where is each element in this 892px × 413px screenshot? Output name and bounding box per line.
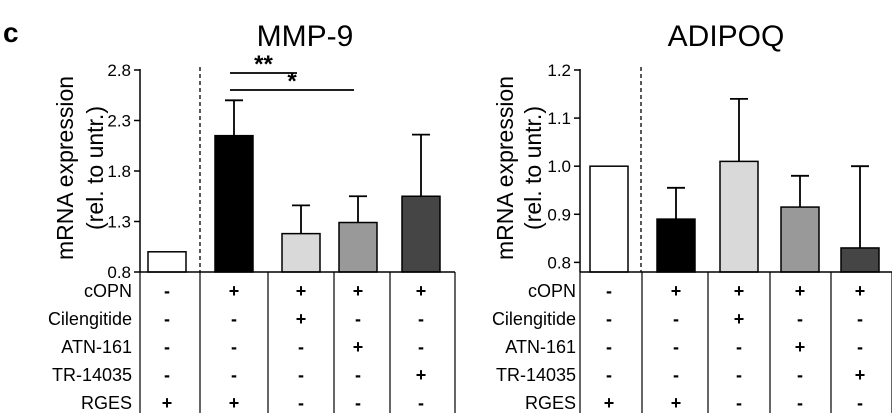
adipoq-y-tick-label: 0.9	[547, 205, 571, 224]
panel-label: c	[3, 17, 19, 48]
mmp9-condition-cell: +	[229, 393, 240, 413]
adipoq-bar	[656, 218, 696, 273]
mmp9-condition-cell: -	[231, 337, 237, 357]
adipoq-condition-cell: -	[857, 337, 863, 357]
adipoq-y-tick-label: 1.2	[547, 61, 571, 80]
chart-panel-adipoq: ADIPOQ mRNA expression (rel. to untr.) 0.8 0…	[492, 20, 892, 413]
mmp9-bar	[147, 251, 187, 273]
adipoq-condition-cell: -	[606, 309, 612, 329]
adipoq-condition-row-label: Cilengitide	[492, 309, 576, 329]
adipoq-condition-cell: -	[736, 393, 742, 413]
adipoq-y-axis-label-line2: (rel. to untr.)	[520, 106, 546, 230]
adipoq-condition-row-label: cOPN	[528, 281, 576, 301]
mmp9-condition-cell: -	[164, 337, 170, 357]
mmp9-condition-cell: -	[231, 309, 237, 329]
adipoq-condition-row-label: RGES	[525, 393, 576, 413]
adipoq-y-tick-label: 1.0	[547, 157, 571, 176]
mmp9-condition-row-label: TR-14035	[52, 365, 132, 385]
mmp9-bar	[214, 134, 254, 273]
mmp9-condition-row-label: RGES	[81, 393, 132, 413]
adipoq-bar	[589, 165, 629, 273]
adipoq-condition-cell: +	[795, 281, 806, 301]
chart-panel-mmp9: MMP-9 mRNA expression (rel. to untr.) 0.8 1.…	[48, 20, 456, 413]
mmp9-bar	[401, 195, 441, 273]
adipoq-condition-cell: +	[734, 309, 745, 329]
adipoq-condition-cell: -	[857, 309, 863, 329]
mmp9-condition-cell: +	[229, 281, 240, 301]
adipoq-condition-cell: -	[606, 281, 612, 301]
mmp9-condition-cell: +	[416, 365, 427, 385]
adipoq-condition-cell: +	[795, 337, 806, 357]
adipoq-bar	[780, 206, 820, 273]
mmp9-condition-row-label: Cilengitide	[48, 309, 132, 329]
mmp9-condition-cell: -	[164, 365, 170, 385]
mmp9-y-tick-label: 2.3	[107, 112, 131, 131]
mmp9-condition-cell: +	[353, 281, 364, 301]
mmp9-condition-cell: +	[296, 309, 307, 329]
mmp9-condition-cell: +	[416, 281, 427, 301]
adipoq-condition-cell: -	[797, 365, 803, 385]
adipoq-condition-cell: +	[671, 393, 682, 413]
mmp9-condition-cell: +	[353, 337, 364, 357]
adipoq-y-axis-label-line1: mRNA expression	[492, 76, 518, 260]
mmp9-bar	[281, 232, 321, 273]
mmp9-condition-cell: -	[355, 365, 361, 385]
mmp9-condition-cell: -	[355, 393, 361, 413]
adipoq-condition-cell: -	[736, 337, 742, 357]
adipoq-condition-cell: -	[857, 393, 863, 413]
mmp9-condition-cell: -	[355, 309, 361, 329]
mmp9-condition-cell: -	[298, 393, 304, 413]
adipoq-y-tick-label: 0.8	[547, 253, 571, 272]
mmp9-condition-row-label: cOPN	[84, 281, 132, 301]
adipoq-chart-title: ADIPOQ	[668, 20, 785, 53]
mmp9-y-tick-label: 1.8	[107, 162, 131, 181]
mmp9-y-tick-label: 0.8	[107, 263, 131, 282]
adipoq-condition-cell: +	[604, 393, 615, 413]
mmp9-bar	[338, 221, 378, 273]
mmp9-y-tick-label: 1.3	[107, 213, 131, 232]
adipoq-bar	[840, 247, 880, 273]
adipoq-y-tick-label: 1.1	[547, 109, 571, 128]
mmp9-condition-cell: -	[298, 337, 304, 357]
adipoq-condition-row-label: ATN-161	[505, 337, 576, 357]
mmp9-condition-cell: -	[298, 365, 304, 385]
adipoq-condition-cell: +	[734, 281, 745, 301]
mmp9-significance-label: **	[254, 51, 273, 78]
adipoq-condition-cell: -	[673, 365, 679, 385]
mmp9-condition-cell: -	[231, 365, 237, 385]
mmp9-condition-row-label: ATN-161	[61, 337, 132, 357]
mmp9-y-axis-label-line2: (rel. to untr.)	[82, 106, 108, 230]
mmp9-significance-label: *	[287, 68, 297, 95]
mmp9-condition-cell: -	[418, 309, 424, 329]
adipoq-condition-cell: +	[855, 281, 866, 301]
adipoq-condition-cell: -	[797, 393, 803, 413]
adipoq-bar	[719, 160, 759, 273]
mmp9-y-axis-label-line1: mRNA expression	[52, 76, 78, 260]
adipoq-condition-row-label: TR-14035	[496, 365, 576, 385]
mmp9-chart-title: MMP-9	[257, 20, 354, 53]
adipoq-condition-cell: -	[606, 365, 612, 385]
adipoq-condition-cell: -	[797, 309, 803, 329]
adipoq-condition-cell: -	[606, 337, 612, 357]
adipoq-condition-cell: -	[673, 309, 679, 329]
mmp9-condition-cell: -	[164, 309, 170, 329]
adipoq-condition-cell: -	[673, 337, 679, 357]
adipoq-condition-cell: -	[736, 365, 742, 385]
mmp9-condition-cell: -	[164, 281, 170, 301]
mmp9-y-tick-label: 2.8	[107, 61, 131, 80]
adipoq-condition-cell: +	[671, 281, 682, 301]
adipoq-condition-cell: +	[855, 365, 866, 385]
mmp9-condition-cell: +	[296, 281, 307, 301]
mmp9-condition-cell: +	[162, 393, 173, 413]
mmp9-condition-cell: -	[418, 337, 424, 357]
mmp9-condition-cell: -	[418, 393, 424, 413]
